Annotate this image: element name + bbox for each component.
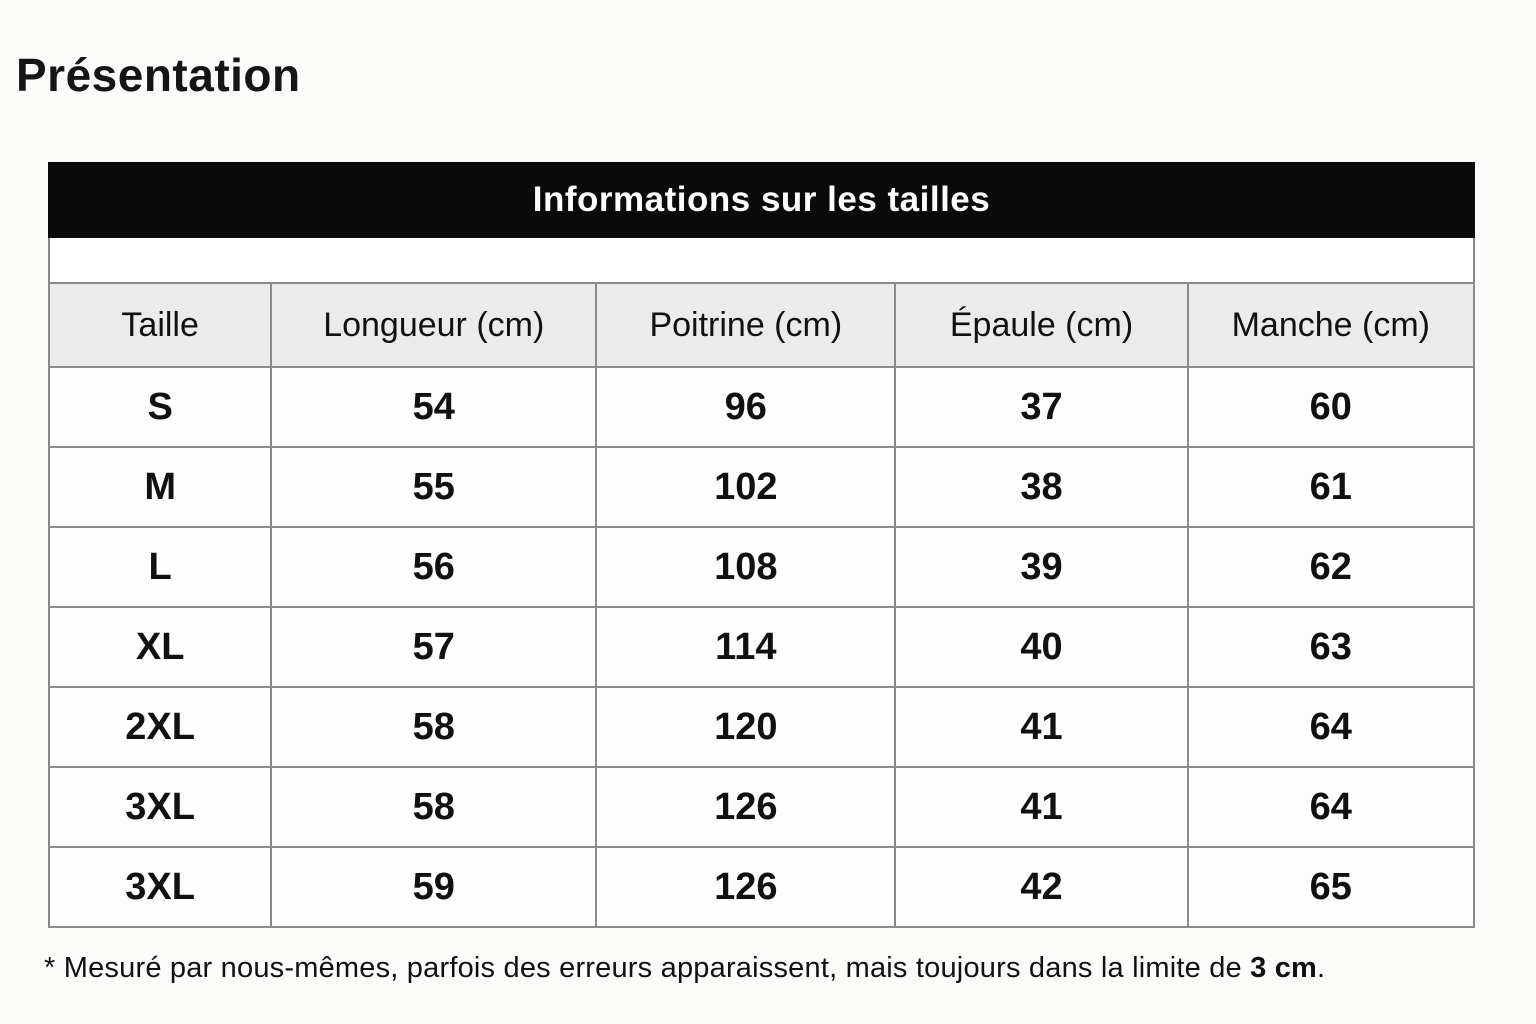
cell-manche: 60 — [1186, 366, 1476, 448]
cell-epaule: 41 — [894, 686, 1189, 768]
cell-manche: 62 — [1186, 526, 1476, 608]
cell-size: S — [47, 366, 273, 448]
table-row: S 54 96 37 60 — [47, 366, 1476, 448]
size-table: Informations sur les tailles Taille Long… — [47, 162, 1476, 928]
disclaimer-period: . — [1317, 952, 1326, 984]
cell-manche: 65 — [1186, 846, 1476, 928]
cell-epaule: 42 — [894, 846, 1189, 928]
table-row: L 56 108 39 62 — [47, 526, 1476, 608]
cell-epaule: 39 — [894, 526, 1189, 608]
cell-poitrine: 126 — [595, 846, 897, 928]
cell-manche: 63 — [1186, 606, 1476, 688]
column-header-epaule: Épaule (cm) — [894, 282, 1189, 368]
cell-longueur: 54 — [270, 366, 598, 448]
cell-longueur: 58 — [270, 766, 598, 848]
cell-size: XL — [47, 606, 273, 688]
cell-size: 2XL — [47, 686, 273, 768]
table-row: 3XL 58 126 41 64 — [47, 766, 1476, 848]
cell-longueur: 59 — [270, 846, 598, 928]
cell-poitrine: 120 — [595, 686, 897, 768]
cell-poitrine: 126 — [595, 766, 897, 848]
table-banner: Informations sur les tailles — [48, 162, 1475, 238]
cell-longueur: 58 — [270, 686, 598, 768]
table-row: XL 57 114 40 63 — [47, 606, 1476, 688]
cell-manche: 64 — [1186, 686, 1476, 768]
cell-poitrine: 108 — [595, 526, 897, 608]
cell-size: 3XL — [47, 846, 273, 928]
cell-size: M — [47, 446, 273, 528]
cell-epaule: 40 — [894, 606, 1189, 688]
cell-epaule: 38 — [894, 446, 1189, 528]
column-header-manche: Manche (cm) — [1186, 282, 1476, 368]
cell-epaule: 37 — [894, 366, 1189, 448]
cell-epaule: 41 — [894, 766, 1189, 848]
cell-size: L — [47, 526, 273, 608]
column-header-poitrine: Poitrine (cm) — [595, 282, 897, 368]
cell-poitrine: 114 — [595, 606, 897, 688]
size-table-container: Informations sur les tailles Taille Long… — [47, 162, 1476, 928]
cell-poitrine: 102 — [595, 446, 897, 528]
column-header-taille: Taille — [47, 282, 273, 368]
cell-longueur: 56 — [270, 526, 598, 608]
measurement-disclaimer: * Mesuré par nous-mêmes, parfois des err… — [44, 952, 1325, 985]
table-banner-row: Informations sur les tailles — [48, 162, 1475, 238]
cell-poitrine: 96 — [595, 366, 897, 448]
cell-longueur: 57 — [270, 606, 598, 688]
page-title: Présentation — [16, 49, 301, 101]
disclaimer-text: * Mesuré par nous-mêmes, parfois des err… — [44, 952, 1251, 984]
table-header-row: Taille Longueur (cm) Poitrine (cm) Épaul… — [47, 282, 1476, 368]
table-spacer-row — [48, 236, 1475, 284]
disclaimer-bold-value: 3 cm — [1250, 952, 1318, 984]
cell-manche: 64 — [1186, 766, 1476, 848]
table-row: 2XL 58 120 41 64 — [47, 686, 1476, 768]
table-spacer-cell — [48, 236, 1475, 284]
table-row: M 55 102 38 61 — [47, 446, 1476, 528]
cell-longueur: 55 — [270, 446, 598, 528]
cell-size: 3XL — [47, 766, 273, 848]
table-row: 3XL 59 126 42 65 — [47, 846, 1476, 928]
cell-manche: 61 — [1186, 446, 1476, 528]
column-header-longueur: Longueur (cm) — [270, 282, 598, 368]
